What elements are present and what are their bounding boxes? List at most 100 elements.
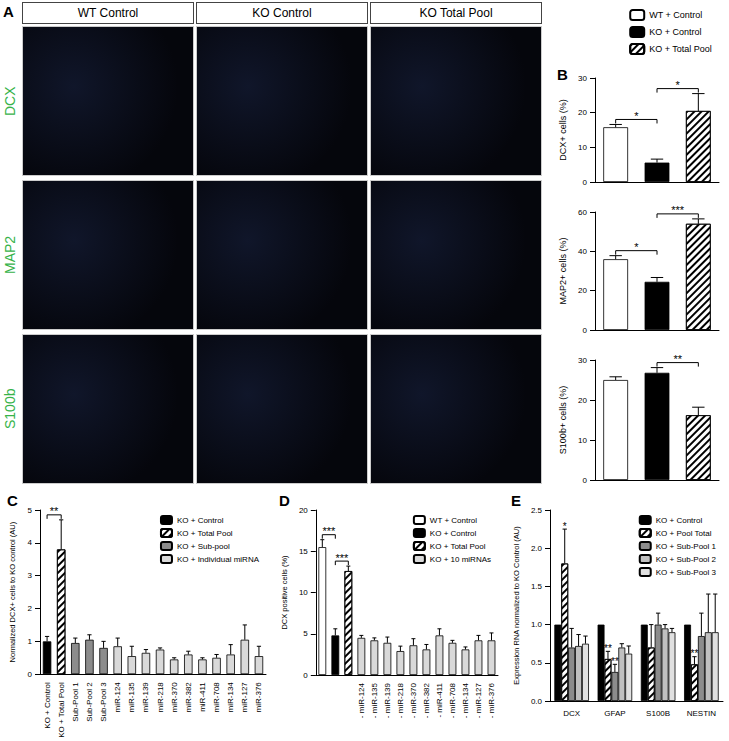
svg-text:*: *: [676, 79, 681, 91]
svg-text:*: *: [634, 110, 639, 122]
html-text:KO Total Pool: KO Total Pool: [419, 6, 493, 20]
svg-text:KO + Control: KO + Control: [656, 516, 703, 525]
svg-text:S100B: S100B: [646, 709, 670, 718]
svg-text:miR-376: miR-376: [254, 682, 263, 713]
svg-text:KO + Individual miRNA: KO + Individual miRNA: [177, 555, 260, 564]
svg-text:20: 20: [578, 108, 587, 117]
svg-text:1: 1: [28, 637, 33, 646]
svg-text:KO + Sub-pool: KO + Sub-pool: [177, 542, 230, 551]
svg-text:5: 5: [303, 629, 308, 638]
svg-text:Sub-Pool 3: Sub-Pool 3: [99, 682, 108, 722]
svg-text:KO + Pool Total: KO + Pool Total: [656, 529, 712, 538]
svg-text:KO + Sub-Pool 1: KO + Sub-Pool 1: [656, 542, 717, 551]
svg-text:0.0: 0.0: [531, 697, 543, 706]
svg-text:miR-135: miR-135: [127, 682, 136, 713]
svg-text:MAP2+ cells (%): MAP2+ cells (%): [558, 238, 568, 305]
svg-text:0: 0: [583, 178, 588, 187]
svg-text:miR-708: miR-708: [212, 682, 221, 713]
svg-text:miR-139: miR-139: [141, 682, 150, 713]
svg-text:- miR-376: - miR-376: [487, 682, 496, 718]
svg-text:KO + Sub-Pool 2: KO + Sub-Pool 2: [656, 555, 717, 564]
svg-text:D: D: [279, 492, 290, 509]
svg-text:0: 0: [28, 670, 33, 679]
svg-text:10: 10: [299, 588, 308, 597]
svg-text:2.0: 2.0: [531, 544, 543, 553]
svg-text:- miR-708: - miR-708: [448, 682, 457, 718]
svg-text:- miR-218: - miR-218: [396, 682, 405, 718]
svg-text:DCX+ cells (%): DCX+ cells (%): [558, 99, 568, 160]
svg-text:miR-382: miR-382: [184, 682, 193, 713]
svg-text:1.5: 1.5: [531, 582, 543, 591]
svg-text:- miR-382: - miR-382: [422, 682, 431, 718]
svg-text:2.5: 2.5: [531, 506, 543, 515]
svg-text:KO + Control: KO + Control: [430, 529, 477, 538]
svg-text:0: 0: [583, 326, 588, 335]
svg-text:KO + Total Pool: KO + Total Pool: [430, 542, 486, 551]
svg-text:0: 0: [303, 671, 308, 680]
svg-text:Sub-Pool 1: Sub-Pool 1: [71, 682, 80, 722]
svg-text:KO + Control: KO + Control: [43, 682, 52, 729]
svg-text:- miR-127: - miR-127: [474, 682, 483, 718]
svg-text:- miR-139: - miR-139: [383, 682, 392, 718]
svg-text:KO + Total Pool: KO + Total Pool: [57, 682, 66, 738]
svg-text:20: 20: [299, 506, 308, 515]
svg-text:4: 4: [28, 538, 33, 547]
svg-text:S100b+ cells (%): S100b+ cells (%): [558, 386, 568, 454]
svg-text:1.0: 1.0: [531, 620, 543, 629]
svg-text:KO + 10 miRNAs: KO + 10 miRNAs: [430, 555, 491, 564]
svg-text:NESTIN: NESTIN: [687, 709, 717, 718]
svg-text:**: **: [673, 353, 682, 365]
svg-text:KO + Total Pool: KO + Total Pool: [649, 44, 712, 54]
html-text:KO Control: KO Control: [252, 6, 312, 20]
svg-text:WT + Control: WT + Control: [649, 10, 702, 20]
svg-text:- miR-135: - miR-135: [370, 682, 379, 718]
svg-text:***: ***: [322, 525, 336, 537]
svg-text:40: 40: [578, 247, 587, 256]
svg-text:miR-411: miR-411: [198, 682, 207, 712]
svg-text:***: ***: [671, 204, 685, 216]
html-text:DCX: DCX: [2, 86, 18, 116]
html-text:S100b: S100b: [2, 388, 18, 430]
svg-text:3: 3: [28, 571, 33, 580]
svg-text:***: ***: [335, 552, 349, 564]
svg-text:20: 20: [578, 286, 587, 295]
svg-text:Normalized DCX+ cells to KO co: Normalized DCX+ cells to KO control (AU): [8, 521, 17, 662]
svg-text:30: 30: [578, 356, 587, 365]
svg-text:30: 30: [578, 74, 587, 83]
svg-text:20: 20: [578, 396, 587, 405]
svg-text:E: E: [511, 492, 521, 509]
html-text:WT Control: WT Control: [77, 6, 139, 20]
svg-text:WT + Control: WT + Control: [430, 516, 477, 525]
svg-text:DCX positive cells (%): DCX positive cells (%): [280, 555, 289, 630]
svg-text:Sub-Pool 2: Sub-Pool 2: [85, 682, 94, 722]
svg-text:- miR-411: - miR-411: [435, 682, 444, 717]
svg-text:KO + Total Pool: KO + Total Pool: [177, 529, 233, 538]
svg-text:KO + Sub-Pool 3: KO + Sub-Pool 3: [656, 568, 717, 577]
svg-text:5: 5: [28, 506, 33, 515]
svg-text:**: **: [50, 505, 59, 517]
svg-text:60: 60: [578, 208, 587, 217]
svg-text:0.5: 0.5: [531, 658, 543, 667]
svg-text:10: 10: [578, 143, 587, 152]
svg-text:KO + Control: KO + Control: [177, 516, 224, 525]
svg-text:0: 0: [583, 476, 588, 485]
svg-text:10: 10: [578, 436, 587, 445]
svg-text:2: 2: [28, 604, 33, 613]
svg-text:C: C: [7, 492, 18, 509]
svg-text:miR-218: miR-218: [156, 682, 165, 713]
svg-text:*: *: [634, 241, 639, 253]
svg-text:- miR-134: - miR-134: [461, 682, 470, 718]
svg-text:miR-124: miR-124: [113, 682, 122, 713]
svg-text:miR-127: miR-127: [240, 682, 249, 713]
html-text:MAP2: MAP2: [2, 235, 18, 275]
svg-text:KO + Control: KO + Control: [649, 27, 701, 37]
svg-text:B: B: [557, 66, 568, 83]
svg-text:- miR-370: - miR-370: [409, 682, 418, 718]
svg-text:15: 15: [299, 547, 308, 556]
svg-text:- miR-124: - miR-124: [357, 682, 366, 718]
svg-text:Expression RNA normalized to K: Expression RNA normalized to KO Control …: [512, 526, 521, 685]
svg-text:DCX: DCX: [563, 709, 581, 718]
svg-text:miR-134: miR-134: [226, 682, 235, 713]
svg-text:miR-370: miR-370: [170, 682, 179, 713]
svg-text:GFAP: GFAP: [604, 709, 625, 718]
